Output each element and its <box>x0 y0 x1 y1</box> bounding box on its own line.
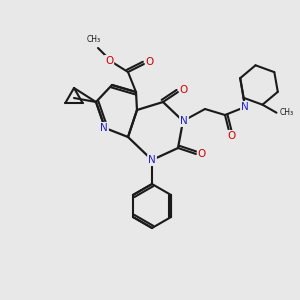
Text: CH₃: CH₃ <box>87 35 101 44</box>
Text: CH₃: CH₃ <box>279 108 293 117</box>
Text: O: O <box>180 85 188 95</box>
Text: O: O <box>146 57 154 67</box>
Text: N: N <box>100 123 108 133</box>
Text: O: O <box>105 56 113 66</box>
Text: O: O <box>227 131 235 141</box>
Text: N: N <box>241 102 249 112</box>
Text: N: N <box>180 116 188 126</box>
Text: N: N <box>148 155 156 165</box>
Text: O: O <box>198 149 206 159</box>
